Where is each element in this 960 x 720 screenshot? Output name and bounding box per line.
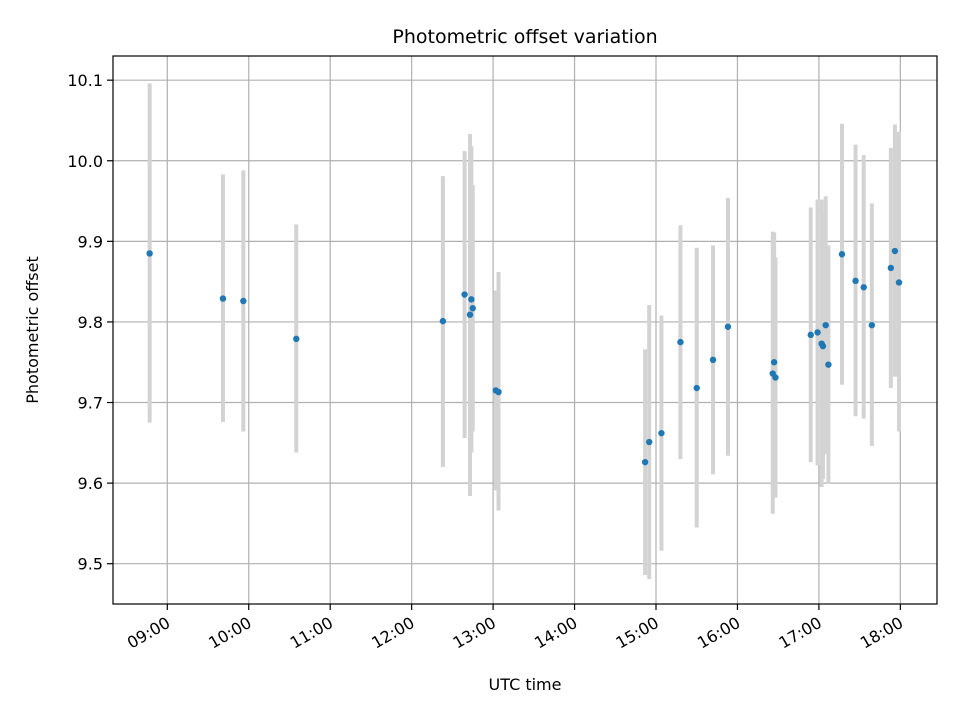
data-point (646, 438, 653, 446)
data-point (891, 247, 899, 255)
y-tick-label: 9.9 (78, 232, 103, 251)
data-point (860, 284, 867, 291)
data-point (868, 321, 876, 329)
y-tick-label: 9.7 (78, 394, 103, 413)
y-axis-label: Photometric offset (23, 256, 42, 404)
y-axis-ticks: 9.5 9.6 9.7 9.8 9.9 10.0 10.1 (67, 71, 113, 574)
data-point (240, 297, 247, 305)
data-point (814, 329, 821, 336)
data-points (146, 247, 903, 466)
data-point (468, 296, 475, 303)
plot-frame (112, 55, 938, 605)
data-point (825, 361, 832, 368)
data-point (693, 384, 700, 392)
data-point (677, 338, 684, 346)
data-point (807, 331, 814, 339)
y-tick-label: 10.0 (67, 152, 103, 171)
x-axis-label: UTC time (489, 675, 562, 694)
y-tick-label: 9.6 (78, 474, 103, 493)
data-point (461, 291, 468, 298)
data-point (146, 250, 153, 257)
data-point (658, 429, 665, 437)
data-point (838, 251, 846, 258)
data-point (293, 335, 300, 343)
data-point (852, 277, 859, 285)
data-point (469, 305, 476, 312)
y-tick-label: 10.1 (67, 71, 103, 90)
y-tick-label: 9.8 (78, 313, 103, 332)
data-point (895, 279, 903, 286)
data-point (495, 388, 502, 396)
data-point (466, 311, 474, 318)
y-tick-label: 9.5 (78, 555, 103, 574)
data-point (822, 321, 829, 329)
data-point (219, 295, 227, 302)
data-point (709, 356, 717, 364)
data-point (439, 317, 447, 325)
data-point (772, 374, 779, 381)
data-point (887, 264, 895, 272)
data-point (770, 359, 778, 366)
data-point (819, 342, 827, 350)
data-point (724, 323, 732, 330)
chart-title: Photometric offset variation (392, 26, 657, 48)
data-point (641, 458, 649, 466)
